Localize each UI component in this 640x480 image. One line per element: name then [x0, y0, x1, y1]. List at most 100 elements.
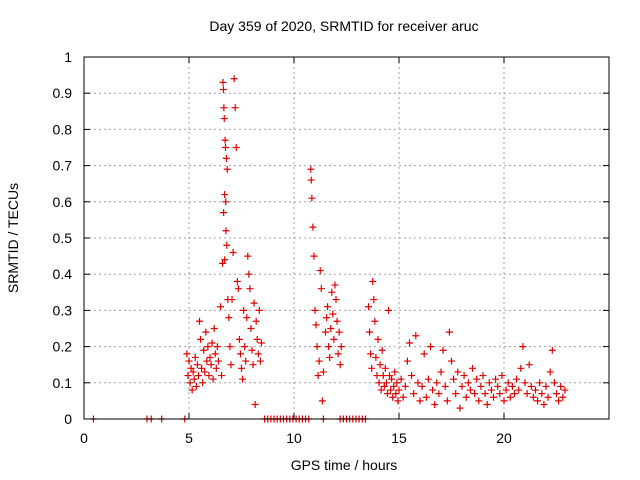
data-point [519, 343, 527, 351]
data-point [188, 386, 196, 394]
data-point [385, 306, 392, 314]
y-tick-label: 0.5 [53, 230, 73, 246]
y-tick-label: 0.3 [53, 302, 73, 318]
chart-title: Day 359 of 2020, SRMTID for receiver aru… [209, 18, 478, 34]
data-point [326, 353, 334, 361]
data-point [437, 368, 445, 376]
data-point [229, 248, 237, 256]
data-point [206, 353, 214, 361]
data-point [460, 372, 468, 380]
data-point [212, 364, 220, 372]
data-point [477, 382, 485, 390]
data-point [248, 346, 256, 354]
data-point [487, 386, 495, 394]
data-point [311, 306, 319, 314]
data-point [508, 382, 516, 390]
data-point [414, 379, 422, 387]
data-point [473, 375, 481, 383]
data-point [223, 241, 231, 249]
data-point [538, 390, 546, 398]
data-point [429, 386, 437, 394]
data-point [194, 372, 202, 380]
data-point [202, 328, 210, 336]
data-point [485, 379, 493, 387]
data-point [334, 350, 342, 358]
data-point [494, 382, 502, 390]
data-point [221, 136, 229, 144]
data-point [223, 165, 231, 173]
data-point [365, 303, 373, 311]
data-point [184, 372, 192, 380]
y-tick-label: 0.2 [53, 339, 73, 355]
data-point [199, 379, 207, 387]
data-point [254, 350, 262, 358]
data-point [383, 390, 391, 398]
x-tick-label: 5 [185, 430, 193, 446]
data-point [445, 328, 453, 336]
data-point [330, 335, 338, 343]
data-point [214, 357, 222, 365]
data-point [204, 343, 212, 351]
y-tick-label: 0.1 [53, 375, 73, 391]
data-point [241, 343, 249, 351]
y-tick-label: 0 [64, 411, 72, 427]
x-tick-label: 15 [391, 430, 407, 446]
data-point [559, 393, 567, 401]
data-point [397, 375, 405, 383]
data-points [89, 75, 569, 423]
data-point [336, 361, 344, 369]
data-point [369, 277, 377, 285]
y-tick-label: 0.7 [53, 158, 73, 174]
data-point [427, 343, 434, 351]
data-point [235, 335, 243, 343]
data-point [250, 299, 258, 307]
data-point [403, 357, 411, 365]
data-point [546, 368, 554, 376]
data-point [191, 353, 199, 361]
y-tick-label: 0.9 [53, 85, 73, 101]
data-point [236, 350, 244, 358]
data-point [183, 350, 191, 358]
data-point [233, 277, 241, 285]
data-point [475, 397, 483, 405]
data-point [240, 306, 248, 314]
data-point [548, 346, 556, 354]
data-point [412, 332, 420, 340]
data-point [315, 357, 323, 365]
data-point [374, 335, 382, 343]
data-point [186, 379, 194, 387]
y-axis-label: SRMTID / TECUs [5, 183, 21, 293]
data-point [382, 379, 390, 387]
data-point [246, 285, 254, 293]
data-point [391, 368, 399, 376]
data-point [245, 270, 253, 278]
data-point [213, 343, 221, 351]
data-point [318, 397, 326, 405]
data-point [431, 401, 439, 409]
y-tick-label: 1 [64, 49, 72, 65]
data-point [332, 296, 340, 304]
y-tick-label: 0.8 [53, 121, 73, 137]
data-point [209, 375, 217, 383]
data-point [366, 328, 374, 336]
data-point [502, 386, 510, 394]
x-tick-label: 10 [286, 430, 302, 446]
data-point [225, 314, 233, 322]
data-point [193, 361, 201, 369]
data-point [464, 379, 472, 387]
data-point [313, 343, 321, 351]
data-point [469, 364, 476, 372]
data-point [322, 328, 329, 336]
data-point [317, 285, 325, 293]
data-point [219, 259, 227, 267]
data-point [466, 386, 474, 394]
data-point [325, 343, 333, 351]
data-point [399, 393, 407, 401]
data-point [513, 375, 521, 383]
data-point [540, 401, 548, 409]
data-point [406, 339, 413, 347]
data-point [561, 386, 569, 394]
data-point [217, 303, 224, 311]
data-point [443, 397, 451, 405]
